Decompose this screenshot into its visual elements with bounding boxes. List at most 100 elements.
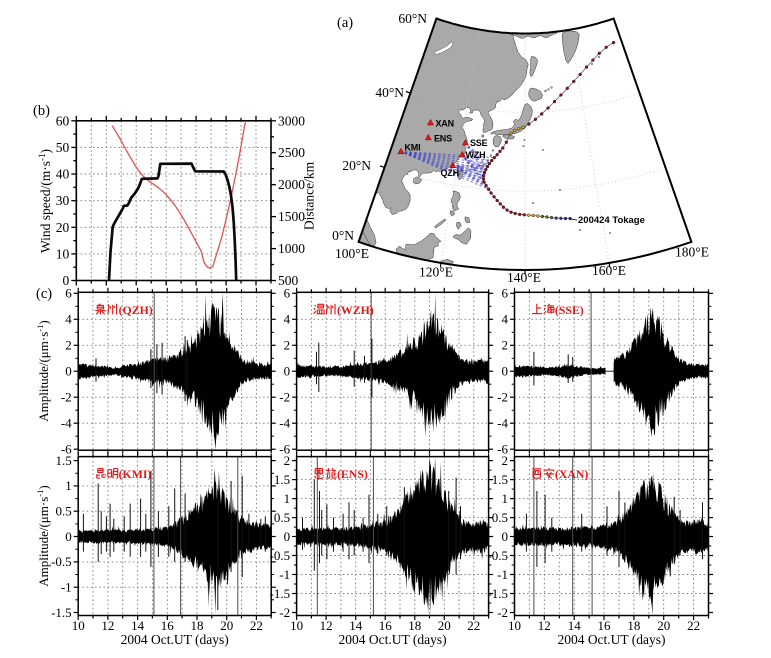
- svg-text:0°N: 0°N: [332, 228, 354, 243]
- svg-text:-4: -4: [61, 416, 72, 431]
- svg-text:2000: 2000: [278, 177, 305, 192]
- svg-text:1.5: 1.5: [55, 453, 71, 468]
- svg-text:0: 0: [502, 529, 509, 544]
- svg-text:-0.5: -0.5: [270, 548, 291, 563]
- svg-text:Distance/km: Distance/km: [302, 161, 317, 230]
- svg-text:18: 18: [191, 618, 204, 633]
- svg-text:4: 4: [284, 312, 291, 327]
- svg-text:1: 1: [284, 491, 291, 506]
- svg-text:(WZH): (WZH): [337, 303, 374, 317]
- svg-text:ENS: ENS: [434, 134, 452, 144]
- svg-text:Amplitude/(μm·s-1): Amplitude/(μm·s-1): [35, 320, 51, 421]
- svg-text:KMI: KMI: [405, 143, 421, 153]
- svg-text:180°E: 180°E: [675, 245, 709, 260]
- svg-text:1: 1: [65, 478, 72, 493]
- svg-text:-1.5: -1.5: [51, 605, 72, 620]
- svg-text:(KMI): (KMI): [119, 467, 152, 481]
- svg-text:-1: -1: [497, 567, 508, 582]
- svg-text:18: 18: [627, 618, 640, 633]
- svg-text:-0.5: -0.5: [51, 554, 72, 569]
- svg-text:2500: 2500: [278, 145, 305, 160]
- svg-text:1500: 1500: [278, 209, 305, 224]
- svg-text:22: 22: [250, 618, 263, 633]
- svg-text:40°N: 40°N: [375, 85, 404, 100]
- svg-text:-1: -1: [279, 567, 290, 582]
- svg-text:-2: -2: [497, 605, 508, 620]
- svg-text:(a): (a): [337, 15, 353, 31]
- svg-text:0.5: 0.5: [274, 510, 290, 525]
- svg-text:0: 0: [502, 364, 509, 379]
- svg-text:2: 2: [502, 338, 509, 353]
- svg-text:2: 2: [284, 338, 291, 353]
- svg-text:20: 20: [220, 618, 233, 633]
- svg-text:14: 14: [568, 618, 582, 633]
- svg-text:60: 60: [56, 113, 70, 128]
- svg-text:0.5: 0.5: [55, 504, 71, 519]
- svg-text:0.5: 0.5: [492, 510, 508, 525]
- svg-text:WZH: WZH: [466, 150, 486, 160]
- svg-text:Amplitude/(μm·s-1): Amplitude/(μm·s-1): [35, 485, 51, 586]
- svg-text:20°N: 20°N: [342, 158, 371, 173]
- svg-text:1.5: 1.5: [492, 472, 508, 487]
- svg-text:-2: -2: [279, 390, 290, 405]
- svg-text:(c): (c): [36, 286, 52, 302]
- svg-text:16: 16: [161, 618, 175, 633]
- svg-text:500: 500: [278, 273, 299, 288]
- svg-text:(b): (b): [33, 103, 50, 119]
- svg-text:160°E: 160°E: [592, 263, 626, 278]
- svg-text:12: 12: [101, 618, 114, 633]
- svg-text:-2: -2: [497, 390, 508, 405]
- svg-text:(XAN): (XAN): [555, 467, 588, 481]
- svg-text:1.5: 1.5: [274, 472, 290, 487]
- svg-text:2004 Oct.UT (days): 2004 Oct.UT (days): [339, 632, 447, 647]
- svg-text:6: 6: [65, 286, 72, 301]
- svg-text:0: 0: [284, 364, 291, 379]
- svg-text:20: 20: [438, 618, 451, 633]
- svg-text:-2: -2: [61, 390, 72, 405]
- svg-text:QZH: QZH: [441, 168, 459, 178]
- svg-text:22: 22: [467, 618, 480, 633]
- svg-text:2: 2: [284, 453, 291, 468]
- svg-text:0: 0: [65, 364, 72, 379]
- svg-text:-2: -2: [279, 605, 290, 620]
- svg-text:-1.5: -1.5: [270, 586, 291, 601]
- svg-text:4: 4: [502, 312, 509, 327]
- svg-text:22: 22: [687, 618, 700, 633]
- svg-text:10: 10: [508, 618, 521, 633]
- svg-text:-0.5: -0.5: [487, 548, 508, 563]
- svg-text:6: 6: [284, 286, 291, 301]
- svg-text:40: 40: [56, 167, 70, 182]
- svg-text:20: 20: [56, 220, 70, 235]
- svg-text:2: 2: [65, 338, 72, 353]
- svg-text:12: 12: [320, 618, 333, 633]
- svg-text:60°N: 60°N: [398, 11, 427, 26]
- svg-text:6: 6: [502, 286, 509, 301]
- svg-text:2: 2: [502, 453, 509, 468]
- svg-text:10: 10: [290, 618, 303, 633]
- svg-text:-4: -4: [279, 416, 290, 431]
- svg-text:(SSE): (SSE): [555, 303, 584, 317]
- svg-text:16: 16: [598, 618, 612, 633]
- svg-text:16: 16: [379, 618, 393, 633]
- svg-text:-1.5: -1.5: [487, 586, 508, 601]
- svg-text:140°E: 140°E: [507, 270, 541, 285]
- svg-text:0: 0: [65, 529, 72, 544]
- svg-text:20: 20: [657, 618, 670, 633]
- svg-text:-6: -6: [279, 442, 290, 457]
- svg-text:4: 4: [65, 312, 72, 327]
- svg-text:(ENS): (ENS): [337, 467, 368, 481]
- svg-text:XAN: XAN: [436, 119, 454, 129]
- svg-text:100°E: 100°E: [335, 246, 369, 261]
- svg-text:12: 12: [538, 618, 551, 633]
- svg-text:18: 18: [408, 618, 421, 633]
- svg-text:30: 30: [56, 193, 70, 208]
- svg-text:50: 50: [56, 140, 70, 155]
- svg-text:1: 1: [502, 491, 509, 506]
- svg-text:-4: -4: [497, 416, 508, 431]
- svg-text:1000: 1000: [278, 241, 305, 256]
- svg-text:3000: 3000: [278, 113, 305, 128]
- svg-text:0: 0: [284, 529, 291, 544]
- svg-text:(QZH): (QZH): [119, 303, 153, 317]
- svg-text:-6: -6: [61, 442, 72, 457]
- svg-text:0: 0: [63, 273, 70, 288]
